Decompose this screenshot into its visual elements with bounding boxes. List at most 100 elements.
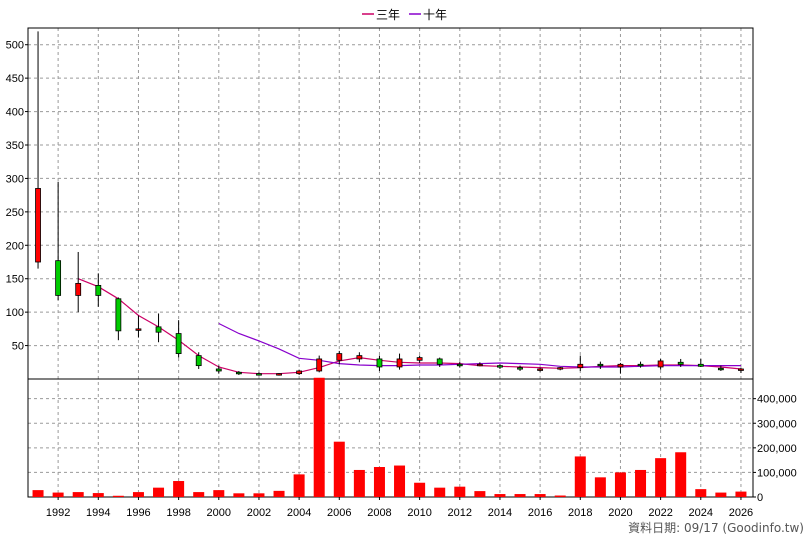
x-tick-label: 2014	[488, 507, 512, 519]
candle-body	[356, 355, 363, 360]
volume-bar	[213, 490, 225, 497]
candle-body	[35, 188, 41, 263]
candle-body	[376, 358, 383, 368]
price-tick-label: 400	[6, 107, 24, 119]
volume-bar	[92, 493, 104, 497]
volume-bar	[514, 494, 526, 497]
candle-body	[135, 328, 142, 331]
candle-body	[336, 353, 343, 361]
volume-bar	[474, 491, 486, 497]
candle-body	[517, 367, 523, 370]
volume-panel-frame	[27, 378, 754, 498]
candle-body	[235, 371, 242, 375]
x-tick-label: 2016	[528, 507, 552, 519]
x-tick-label: 2026	[729, 507, 753, 519]
candle-body	[677, 361, 684, 365]
volume-bar	[454, 486, 466, 497]
candle-body	[617, 363, 624, 368]
volume-tick-label: 400,000	[757, 394, 797, 406]
candle-body	[456, 363, 463, 367]
candlesticks	[35, 31, 744, 376]
volume-bar	[434, 487, 446, 497]
volume-bar	[132, 492, 144, 497]
price-tick-label: 150	[6, 274, 24, 286]
price-tick-label: 500	[6, 40, 24, 52]
volume-bar	[32, 490, 44, 497]
price-tick-label: 50	[12, 341, 24, 353]
volume-bar	[655, 458, 667, 497]
volume-bar	[253, 493, 265, 497]
candle-body	[717, 367, 724, 371]
volume-bar	[715, 492, 727, 497]
volume-bar	[574, 456, 586, 497]
x-tick-label: 1992	[46, 507, 70, 519]
footer-source: 資料日期: 09/17 (Goodinfo.tw)	[628, 521, 804, 535]
volume-bar	[233, 493, 245, 497]
price-axis: 50 100 150 200 250 300 350 400 450 500	[6, 40, 28, 353]
candle-body	[577, 363, 584, 369]
volume-bar	[614, 472, 626, 497]
candle-body	[155, 326, 162, 333]
candle-body	[55, 260, 62, 296]
candle-body	[296, 370, 303, 375]
volume-bar	[735, 491, 747, 497]
volume-bar	[173, 481, 185, 497]
price-panel-frame	[27, 27, 754, 380]
candle-body	[557, 367, 564, 370]
volume-bar	[594, 477, 606, 497]
candle-body	[175, 333, 182, 354]
volume-tick-label: 100,000	[757, 467, 797, 479]
volume-tick-label: 300,000	[757, 418, 797, 430]
volume-panel	[27, 378, 754, 498]
volume-bar	[293, 474, 305, 497]
x-tick-label: 1996	[126, 507, 150, 519]
volume-bar	[112, 495, 124, 497]
volume-bar	[695, 489, 707, 497]
volume-bar	[333, 441, 345, 497]
candle-body	[276, 373, 282, 376]
volume-bar	[72, 492, 84, 497]
candle-body	[436, 358, 443, 365]
candle-body	[195, 355, 202, 367]
price-tick-label: 200	[6, 240, 24, 252]
legend: 三年 十年	[362, 8, 447, 22]
x-tick-label: 2006	[327, 507, 351, 519]
candle-body	[115, 298, 122, 332]
candle-body	[416, 357, 423, 361]
candle-body	[637, 363, 644, 367]
x-tick-label: 2012	[448, 507, 472, 519]
volume-bars	[32, 377, 747, 497]
gridlines	[28, 28, 753, 497]
legend-label-ten-year: 十年	[423, 8, 447, 22]
volume-bar	[534, 494, 546, 497]
candle-body	[215, 368, 222, 372]
volume-axis: 0 100,000 200,000 300,000 400,000	[753, 394, 797, 504]
legend-label-three-year: 三年	[376, 8, 400, 22]
volume-bar	[373, 467, 385, 497]
x-tick-label: 2004	[287, 507, 311, 519]
x-tick-label: 2022	[648, 507, 672, 519]
x-tick-label: 2008	[367, 507, 391, 519]
volume-bar	[52, 492, 64, 497]
volume-bar	[353, 469, 365, 497]
moving-average-lines	[77, 278, 742, 375]
price-tick-label: 250	[6, 207, 24, 219]
x-tick-label: 2020	[608, 507, 632, 519]
volume-bar	[635, 469, 647, 497]
candle-body	[497, 365, 503, 368]
volume-bar	[675, 452, 687, 497]
price-tick-label: 350	[6, 140, 24, 152]
volume-tick-label: 0	[757, 492, 763, 504]
price-tick-label: 450	[6, 73, 24, 85]
candle-body	[256, 373, 262, 376]
candle-body	[95, 284, 102, 296]
candle-body	[316, 358, 323, 372]
volume-bar	[193, 492, 205, 497]
candle-body	[75, 282, 82, 296]
ma-line	[77, 278, 742, 375]
x-tick-label: 1994	[86, 507, 110, 519]
candle-body	[476, 363, 483, 367]
candle-body	[657, 360, 664, 368]
